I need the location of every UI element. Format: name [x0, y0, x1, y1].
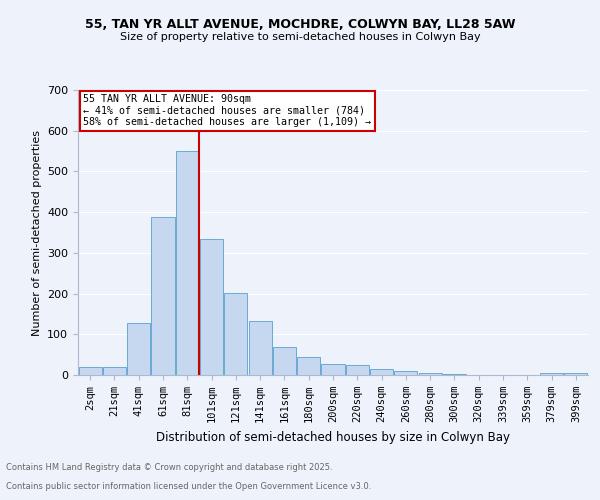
- X-axis label: Distribution of semi-detached houses by size in Colwyn Bay: Distribution of semi-detached houses by …: [156, 430, 510, 444]
- Bar: [322, 364, 344, 375]
- Bar: [565, 373, 587, 375]
- Text: Size of property relative to semi-detached houses in Colwyn Bay: Size of property relative to semi-detach…: [119, 32, 481, 42]
- Bar: [273, 348, 296, 375]
- Bar: [200, 240, 223, 375]
- Bar: [443, 374, 466, 375]
- Bar: [540, 373, 563, 375]
- Bar: [248, 321, 272, 375]
- Bar: [394, 372, 418, 375]
- Text: Contains public sector information licensed under the Open Government Licence v3: Contains public sector information licen…: [6, 482, 371, 491]
- Bar: [103, 367, 126, 375]
- Text: 55 TAN YR ALLT AVENUE: 90sqm
← 41% of semi-detached houses are smaller (784)
58%: 55 TAN YR ALLT AVENUE: 90sqm ← 41% of se…: [83, 94, 371, 128]
- Y-axis label: Number of semi-detached properties: Number of semi-detached properties: [32, 130, 41, 336]
- Text: Contains HM Land Registry data © Crown copyright and database right 2025.: Contains HM Land Registry data © Crown c…: [6, 464, 332, 472]
- Bar: [370, 370, 393, 375]
- Bar: [346, 365, 369, 375]
- Bar: [151, 218, 175, 375]
- Bar: [176, 151, 199, 375]
- Bar: [79, 367, 101, 375]
- Bar: [224, 293, 247, 375]
- Bar: [127, 324, 150, 375]
- Bar: [419, 374, 442, 375]
- Bar: [297, 357, 320, 375]
- Text: 55, TAN YR ALLT AVENUE, MOCHDRE, COLWYN BAY, LL28 5AW: 55, TAN YR ALLT AVENUE, MOCHDRE, COLWYN …: [85, 18, 515, 30]
